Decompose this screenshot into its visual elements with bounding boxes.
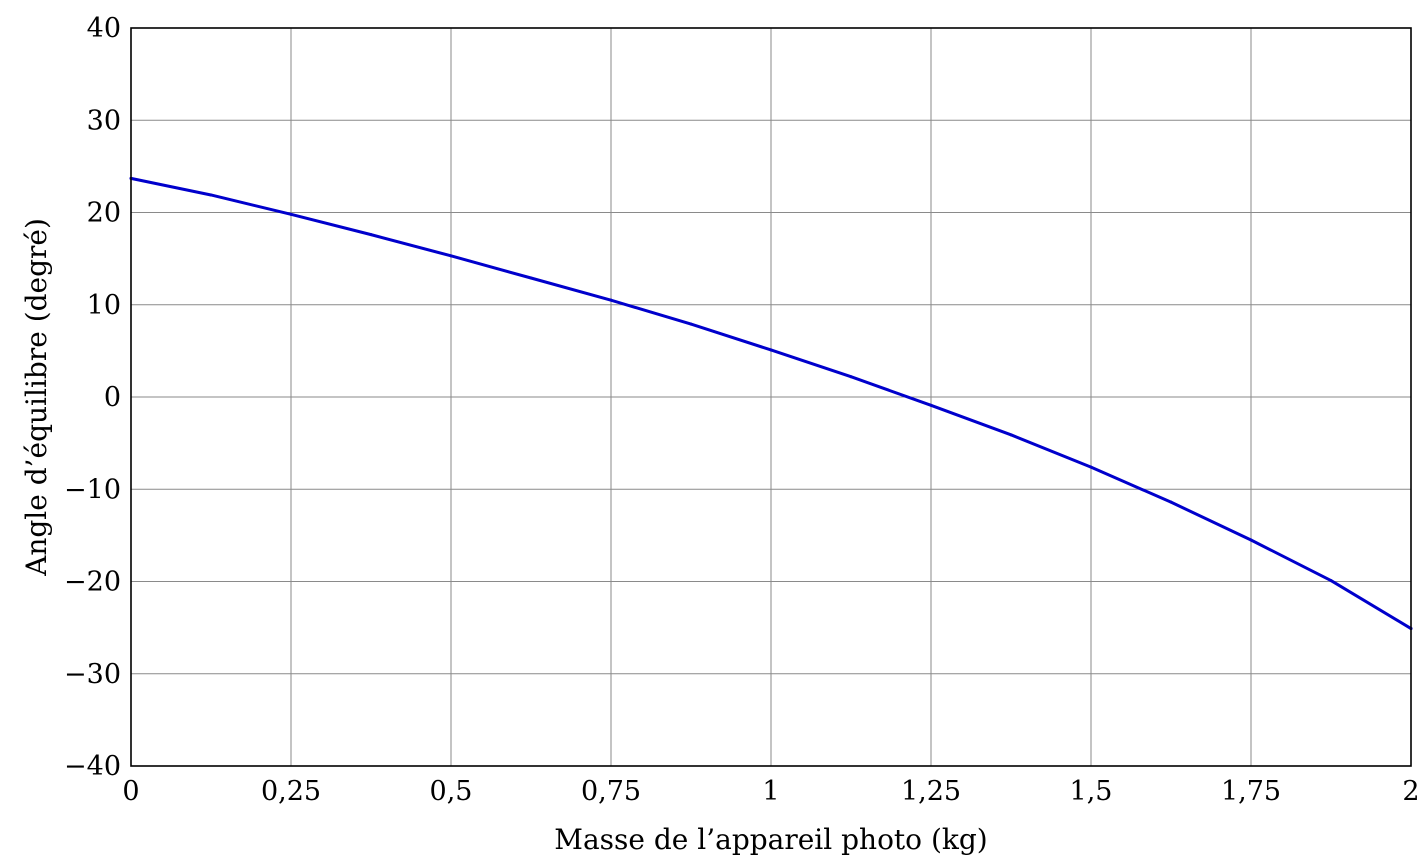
data-point xyxy=(209,193,213,197)
y-tick-label: −30 xyxy=(64,659,121,690)
data-point xyxy=(1329,579,1333,583)
x-tick-label: 1,5 xyxy=(1070,776,1113,807)
plot-frame xyxy=(130,27,1412,767)
x-tick-label: 1 xyxy=(762,776,779,807)
data-point xyxy=(289,212,293,216)
y-tick-label: −20 xyxy=(64,567,121,598)
x-tick-label: 0,5 xyxy=(430,776,473,807)
x-axis-title: Masse de l’appareil photo (kg) xyxy=(554,823,987,856)
x-tick-label: 2 xyxy=(1402,776,1419,807)
y-tick-label: 40 xyxy=(87,13,121,44)
y-tick-label: 0 xyxy=(104,382,121,413)
x-tick-label: 0 xyxy=(122,776,139,807)
x-tick-label: 1,25 xyxy=(901,776,961,807)
data-point xyxy=(1089,465,1093,469)
data-point xyxy=(1169,500,1173,504)
data-point xyxy=(769,348,773,352)
data-point xyxy=(1009,433,1013,437)
data-point xyxy=(929,403,933,407)
y-axis-title: Angle d’équilibre (degré) xyxy=(20,218,53,577)
data-point xyxy=(529,276,533,280)
y-tick-label: 20 xyxy=(87,198,121,229)
x-tick-label: 1,75 xyxy=(1221,776,1281,807)
y-tick-label: −40 xyxy=(64,751,121,782)
y-tick-label: 10 xyxy=(87,290,121,321)
data-point xyxy=(689,322,693,326)
x-tick-label: 0,75 xyxy=(581,776,641,807)
tick-labels: 0 0,25 0,5 0,75 1 1,25 1,5 1,75 2 −40 −30 −20 −10 0 10… xyxy=(64,13,1420,807)
y-tick-label: 30 xyxy=(87,105,121,136)
data-point xyxy=(369,233,373,237)
data-point xyxy=(449,254,453,258)
data-point xyxy=(609,298,613,302)
y-tick-label: −10 xyxy=(64,474,121,505)
data-point xyxy=(849,375,853,379)
data-point xyxy=(1249,538,1253,542)
x-tick-label: 0,25 xyxy=(261,776,321,807)
grid xyxy=(130,27,1412,767)
